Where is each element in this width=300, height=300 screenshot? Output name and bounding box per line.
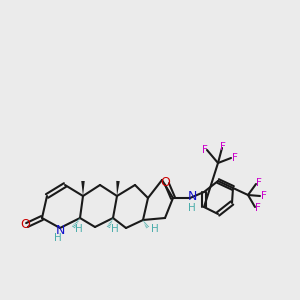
Text: F: F (220, 142, 226, 152)
Text: H: H (151, 224, 159, 234)
Text: F: F (261, 191, 267, 201)
Text: N: N (55, 224, 65, 236)
Text: F: F (232, 153, 238, 163)
Text: F: F (202, 145, 208, 155)
Text: H: H (111, 224, 119, 234)
Polygon shape (116, 181, 120, 196)
Text: F: F (255, 203, 261, 213)
Text: N: N (187, 190, 197, 203)
Text: H: H (188, 203, 196, 213)
Text: O: O (20, 218, 30, 232)
Polygon shape (81, 181, 85, 196)
Text: F: F (256, 178, 262, 188)
Text: H: H (54, 233, 62, 243)
Text: O: O (160, 176, 170, 190)
Text: H: H (75, 224, 83, 234)
